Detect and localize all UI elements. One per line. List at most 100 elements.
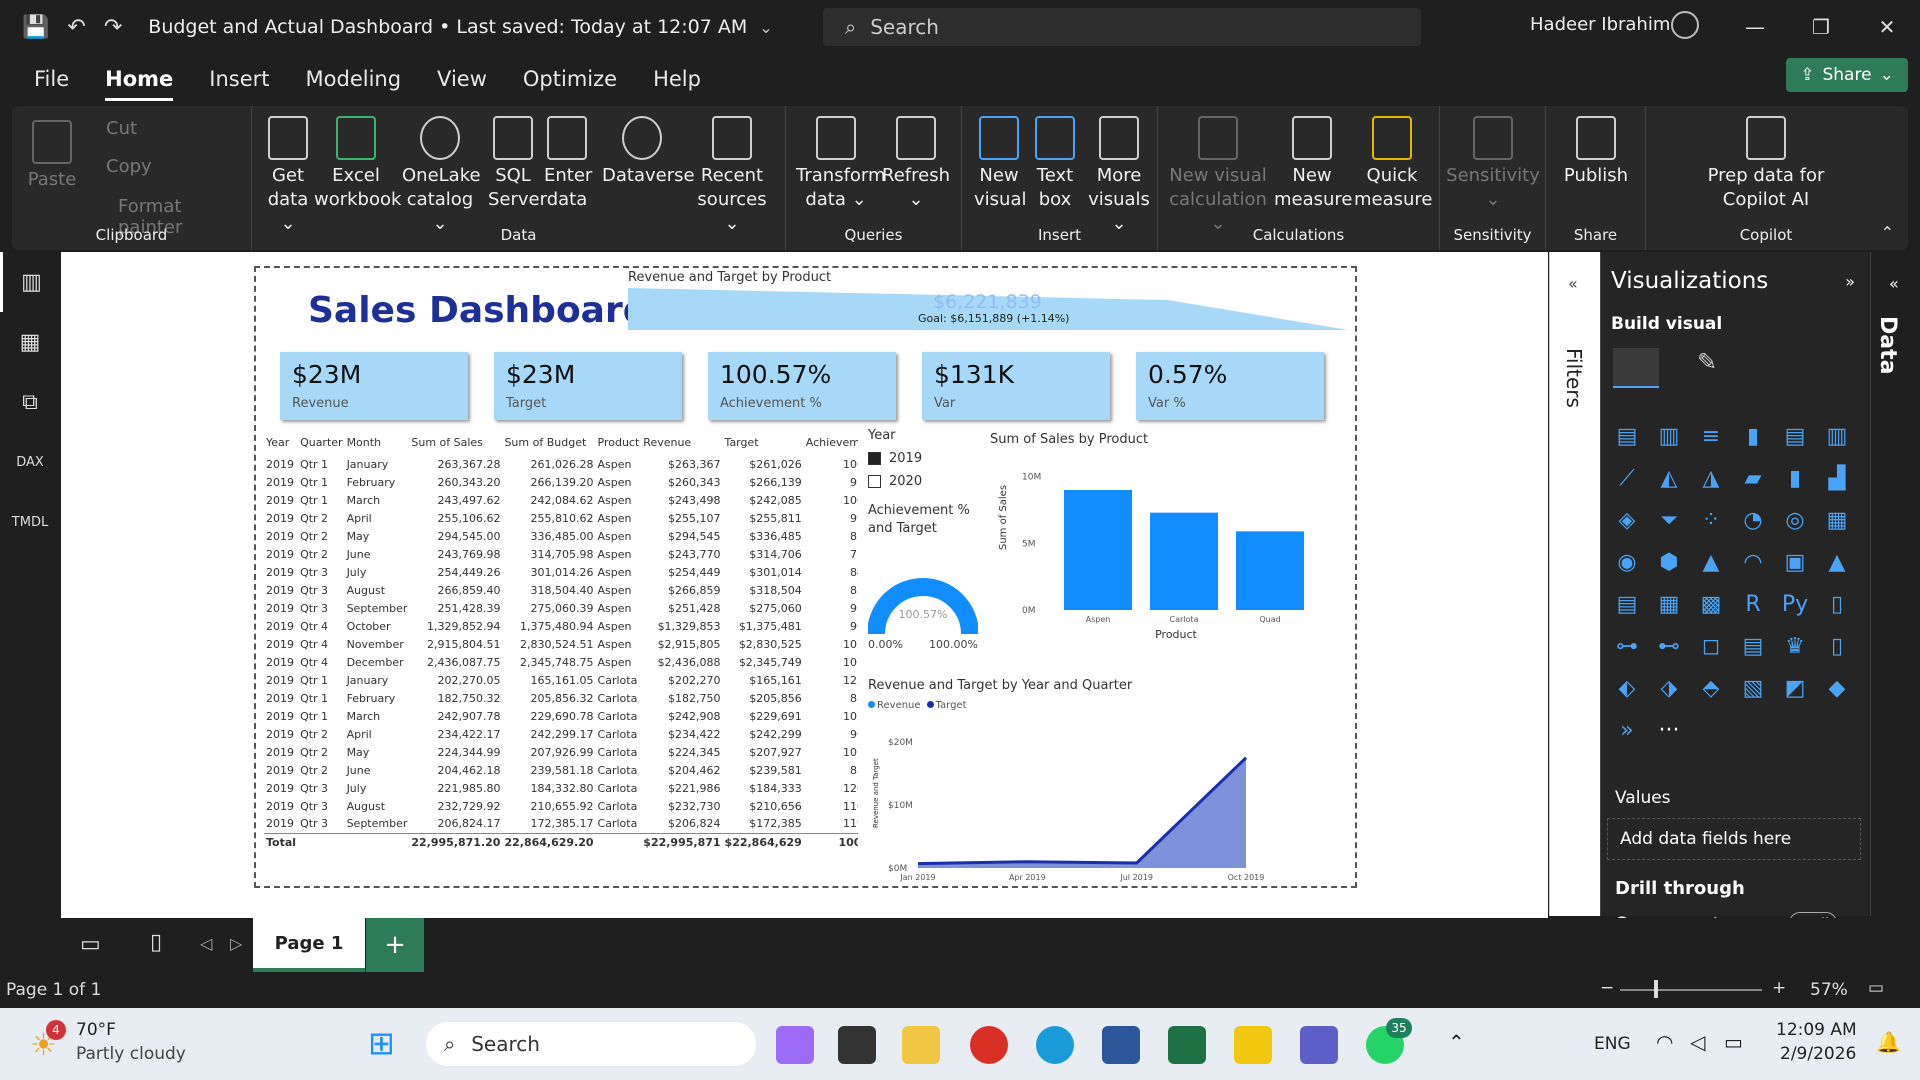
menu-optimize[interactable]: Optimize	[522, 67, 618, 91]
dataverse-button[interactable]: Dataverse	[602, 116, 695, 188]
get-data-button[interactable]: Get data ⌄	[260, 116, 316, 236]
trophy-icon[interactable]: ♛	[1785, 633, 1805, 659]
sales-table[interactable]: Year Quarter Month Sum of Sales Sum of Budge…	[264, 434, 858, 882]
kpi-card-target[interactable]: $23M Target	[494, 352, 682, 420]
restore-icon[interactable]: ❐	[1812, 15, 1830, 39]
treemap-icon[interactable]: ▦	[1826, 507, 1848, 533]
notification-bell-icon[interactable]: 🔔	[1876, 1030, 1901, 1054]
collapse-ribbon-icon[interactable]: ⌃	[1880, 223, 1894, 242]
r-visual-icon[interactable]: R	[1745, 591, 1761, 617]
publish-button[interactable]: Publish	[1558, 116, 1634, 188]
table-row[interactable]: 2019 Qtr 2 April 234,422.17 242,299.17 Carlot…	[264, 725, 858, 743]
revenue-target-visual[interactable]: $6,221,839 Goal: $6,151,889 (+1.14%)	[628, 288, 1348, 338]
zoom-slider-thumb[interactable]	[1654, 980, 1658, 998]
table-row[interactable]: 2019 Qtr 2 May 224,344.99 207,926.99 Carlota $…	[264, 743, 858, 761]
line-chart-icon[interactable]: ⟋	[1619, 465, 1635, 491]
share-button[interactable]: ⇪ Share ⌄	[1786, 58, 1908, 92]
text-box-button[interactable]: Text box	[1032, 116, 1078, 212]
report-view-icon[interactable]: ▥	[0, 252, 60, 312]
filters-pane[interactable]: «	[1549, 252, 1600, 916]
save-icon[interactable]: 💾	[22, 14, 50, 40]
undo-icon[interactable]: ↶	[67, 14, 86, 40]
minimize-icon[interactable]: —	[1745, 15, 1765, 39]
table-row[interactable]: 2019 Qtr 4 November 2,915,804.51 2,830,524.5…	[264, 635, 858, 653]
cut-button[interactable]: Cut	[106, 118, 138, 139]
slicer-icon[interactable]: ▤	[1616, 591, 1638, 617]
decomposition-tree-icon[interactable]: ⊷	[1658, 633, 1680, 659]
battery-icon[interactable]: ▭	[1724, 1030, 1743, 1054]
menu-view[interactable]: View	[437, 67, 487, 91]
avatar[interactable]	[1671, 11, 1699, 39]
table-row[interactable]: 2019 Qtr 1 January 202,270.05 165,161.05 Carl…	[264, 671, 858, 689]
clock-time[interactable]: 12:09 AM	[1776, 1020, 1857, 1040]
table-row[interactable]: 2019 Qtr 1 January 263,367.28 261,026.28 Aspe…	[264, 455, 858, 473]
slicer-option-2019[interactable]: 2019	[868, 451, 968, 466]
weather-condition[interactable]: Partly cloudy	[76, 1044, 186, 1064]
donut-icon[interactable]: ◎	[1785, 507, 1805, 533]
refresh-button[interactable]: Refresh ⌄	[878, 116, 954, 212]
get-more-visuals-icon[interactable]: »	[1620, 717, 1634, 743]
table-row[interactable]: 2019 Qtr 4 December 2,436,087.75 2,345,748.7…	[264, 653, 858, 671]
diamond-icon[interactable]: ◆	[1828, 675, 1846, 701]
chrome-icon[interactable]	[970, 1026, 1008, 1064]
column-header[interactable]: Product	[597, 436, 640, 449]
filters-label[interactable]: Filters	[1562, 348, 1586, 408]
table-row[interactable]: 2019 Qtr 3 August 266,859.40 318,504.40 Aspen…	[264, 581, 858, 599]
table-icon[interactable]: ▦	[1658, 591, 1680, 617]
close-icon[interactable]: ✕	[1878, 15, 1896, 39]
column-header[interactable]: Revenue	[643, 436, 692, 449]
shape-map-icon[interactable]: ◩	[1784, 675, 1806, 701]
onelake-button[interactable]: OneLake catalog ⌄	[402, 116, 481, 236]
quick-measure-button[interactable]: Quick measure	[1354, 116, 1433, 212]
zoom-level[interactable]: 57%	[1810, 980, 1848, 1000]
model-view-icon[interactable]: ⧉	[22, 389, 38, 415]
sales-by-product-chart[interactable]: 0M 5M 10M Aspen Carlota Quad Product Sum of Sal…	[986, 448, 1356, 648]
power-bi-icon[interactable]	[1234, 1026, 1272, 1064]
column-header[interactable]: Quarter	[300, 436, 343, 449]
table-row[interactable]: 2019 Qtr 2 May 294,545.00 336,485.00 Aspen $29…	[264, 527, 858, 545]
table-row[interactable]: 2019 Qtr 3 September 251,428.39 275,060.39 As…	[264, 599, 858, 617]
fit-to-page-icon[interactable]: ▭	[1868, 978, 1885, 998]
table-row[interactable]: 2019 Qtr 1 March 242,907.78 229,690.78 Carlot…	[264, 707, 858, 725]
mobile-layout-icon[interactable]: ▯	[150, 930, 163, 955]
gauge-icon[interactable]: ◠	[1743, 549, 1763, 575]
image-icon[interactable]: ▧	[1742, 675, 1764, 701]
table-row[interactable]: 2019 Qtr 3 July 221,985.80 184,332.80 Carlota…	[264, 779, 858, 797]
menu-file[interactable]: File	[34, 67, 70, 91]
redo-icon[interactable]: ↷	[103, 14, 123, 40]
clustered-bar-icon[interactable]: ≡	[1701, 423, 1721, 449]
column-header[interactable]: Achievement %	[805, 436, 858, 449]
line-column-icon[interactable]: ▟	[1828, 465, 1846, 491]
collapse-data-icon[interactable]: «	[1889, 274, 1899, 293]
new-visual-calculation-button[interactable]: New visual calculation ⌄	[1166, 116, 1270, 236]
paste-button[interactable]: Paste	[22, 120, 82, 192]
waterfall-icon[interactable]: ▮	[1788, 465, 1802, 491]
format-painter-button[interactable]: Format painter	[118, 196, 183, 238]
more-options-icon[interactable]: ···	[1658, 717, 1680, 743]
expand-icon[interactable]: »	[1845, 272, 1855, 291]
table-row[interactable]: 2019 Qtr 3 August 232,729.92 210,655.92 Carlo…	[264, 797, 858, 815]
100-bar-icon[interactable]: ▤	[1784, 423, 1806, 449]
new-measure-button[interactable]: New measure	[1274, 116, 1353, 212]
power-apps-icon[interactable]: ⬖	[1618, 675, 1636, 701]
pie-icon[interactable]: ◔	[1743, 507, 1763, 533]
table-row[interactable]: 2019 Qtr 1 March 243,497.62 242,084.62 Aspen $…	[264, 491, 858, 509]
prep-data-copilot-button[interactable]: Prep data for Copilot AI	[1678, 116, 1854, 212]
100-column-icon[interactable]: ▥	[1826, 423, 1848, 449]
add-page-button[interactable]: +	[366, 918, 424, 972]
task-view-icon[interactable]	[838, 1026, 876, 1064]
kpi-card-achievement[interactable]: 100.57% Achievement %	[708, 352, 896, 420]
search-box[interactable]: ⌕ Search	[823, 8, 1421, 46]
slicer-option-2020[interactable]: 2020	[868, 474, 968, 489]
user-name[interactable]: Hadeer Ibrahim	[1530, 14, 1671, 35]
table-row[interactable]: 2019 Qtr 2 June 243,769.98 314,705.98 Aspen $2…	[264, 545, 858, 563]
narrative-icon[interactable]: ▤	[1742, 633, 1764, 659]
stacked-bar-icon[interactable]: ▤	[1616, 423, 1638, 449]
stacked-area-icon[interactable]: ◮	[1702, 465, 1720, 491]
area-chart-icon[interactable]: ◭	[1660, 465, 1678, 491]
add-data-fields-well[interactable]: Add data fields here	[1607, 818, 1861, 860]
menu-modeling[interactable]: Modeling	[305, 67, 402, 91]
table-row[interactable]: 2019 Qtr 1 February 260,343.20 266,139.20 Asp…	[264, 473, 858, 491]
taskbar-search[interactable]: ⌕ Search	[426, 1022, 756, 1066]
copy-button[interactable]: Copy	[106, 156, 152, 177]
